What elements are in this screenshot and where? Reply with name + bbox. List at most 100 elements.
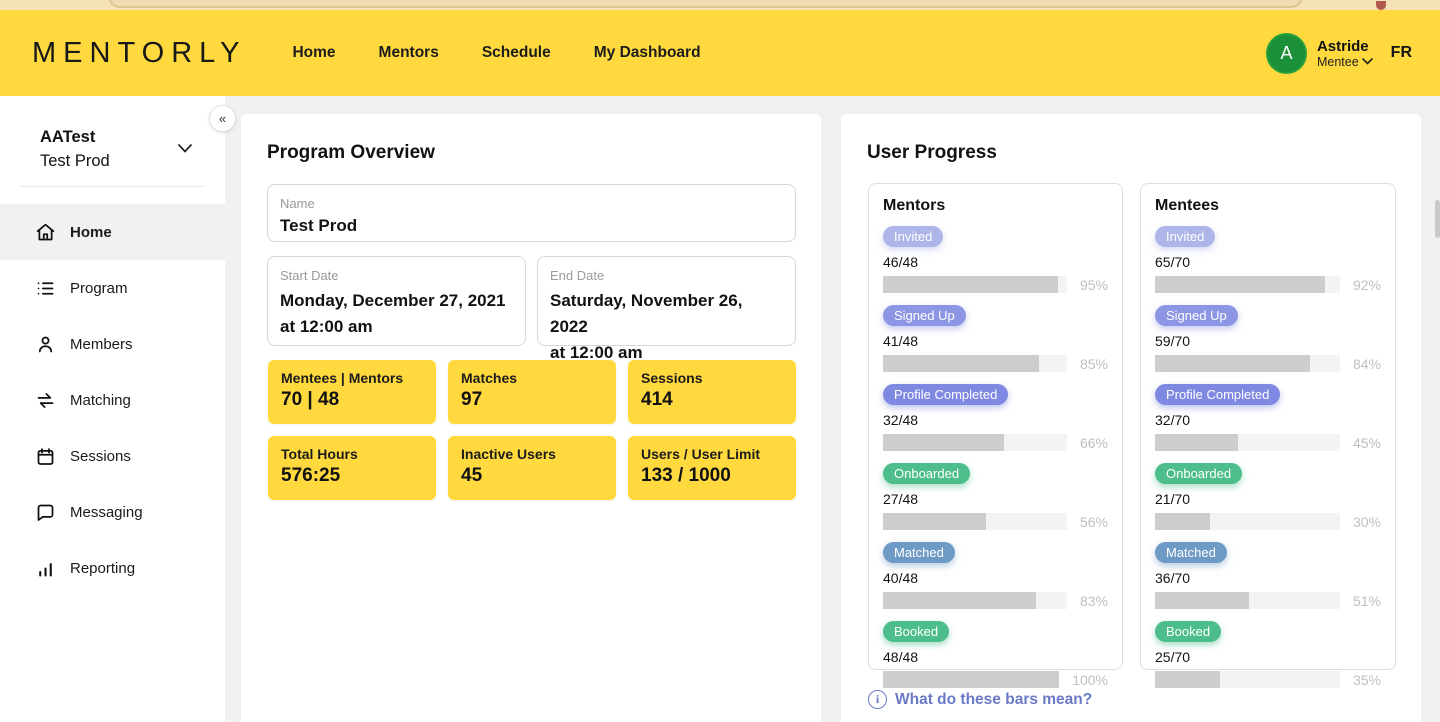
page-scrollbar[interactable] <box>1435 200 1440 238</box>
bars-help-link[interactable]: i What do these bars mean? <box>868 690 1092 709</box>
stat-card-total-hours: Total Hours 576:25 <box>268 436 436 500</box>
sidebar-item-label: Members <box>70 336 133 353</box>
avatar[interactable]: A <box>1266 33 1307 74</box>
status-badge: Invited <box>883 226 943 247</box>
progress-bar-fill <box>883 592 1036 609</box>
sidebar-item-program[interactable]: Program <box>0 260 225 316</box>
nav-link-schedule[interactable]: Schedule <box>482 44 551 62</box>
chevron-down-icon <box>178 144 192 153</box>
progress-bar-fill <box>1155 434 1238 451</box>
progress-row: Profile Completed 32/70 45% <box>1155 384 1381 451</box>
language-toggle[interactable]: FR <box>1391 44 1412 62</box>
stat-value: 70 | 48 <box>281 389 423 411</box>
field-value: Test Prod <box>280 213 783 239</box>
stat-label: Users / User Limit <box>641 446 783 462</box>
role-label: Mentee <box>1317 55 1359 69</box>
sidebar-item-home[interactable]: Home <box>0 204 225 260</box>
sidebar-item-sessions[interactable]: Sessions <box>0 428 225 484</box>
stat-value: 133 / 1000 <box>641 465 783 487</box>
stat-value: 97 <box>461 389 603 411</box>
progress-bar-fill <box>1155 671 1220 688</box>
progress-bar-fill <box>883 276 1058 293</box>
progress-percent: 95% <box>1080 277 1108 293</box>
progress-count: 27/48 <box>883 491 1108 507</box>
mentees-progress-panel: Mentees Invited 65/70 92% Signed Up 59/7… <box>1140 183 1396 670</box>
browser-address-bar[interactable] <box>108 0 1303 8</box>
program-overview-title: Program Overview <box>267 142 435 164</box>
chat-bubble-icon <box>35 502 56 523</box>
program-selector[interactable]: AATest Test Prod <box>40 128 200 171</box>
progress-bar-fill <box>883 355 1039 372</box>
sidebar-item-matching[interactable]: Matching <box>0 372 225 428</box>
progress-row: Onboarded 27/48 56% <box>883 463 1108 530</box>
stat-label: Inactive Users <box>461 446 603 462</box>
info-icon: i <box>868 690 887 709</box>
swap-arrows-icon <box>35 390 56 411</box>
field-label: End Date <box>550 268 783 283</box>
person-icon <box>35 334 56 355</box>
progress-percent: 85% <box>1080 356 1108 372</box>
progress-percent: 83% <box>1080 593 1108 609</box>
progress-bar-fill <box>883 434 1004 451</box>
progress-bar-track <box>883 592 1067 609</box>
sidebar-divider <box>20 186 205 187</box>
sidebar-item-messaging[interactable]: Messaging <box>0 484 225 540</box>
progress-count: 59/70 <box>1155 333 1381 349</box>
progress-count: 65/70 <box>1155 254 1381 270</box>
stat-card-inactive-users: Inactive Users 45 <box>448 436 616 500</box>
browser-extension-icon[interactable] <box>1376 1 1386 10</box>
progress-row: Matched 40/48 83% <box>883 542 1108 609</box>
progress-bar-track <box>1155 355 1340 372</box>
progress-count: 21/70 <box>1155 491 1381 507</box>
program-overview-card: Program Overview Name Test Prod Start Da… <box>241 114 821 722</box>
user-progress-card: User Progress Mentors Invited 46/48 95% … <box>841 114 1421 722</box>
progress-row: Booked 48/48 100% <box>883 621 1108 688</box>
progress-percent: 66% <box>1080 435 1108 451</box>
progress-bar-track <box>1155 434 1340 451</box>
progress-row: Booked 25/70 35% <box>1155 621 1381 688</box>
home-icon <box>35 222 56 243</box>
status-badge: Profile Completed <box>883 384 1008 405</box>
nav-link-mentors[interactable]: Mentors <box>379 44 439 62</box>
field-label: Start Date <box>280 268 513 283</box>
nav-links: Home Mentors Schedule My Dashboard <box>292 44 700 62</box>
sidebar-collapse-button[interactable]: « <box>209 105 236 132</box>
nav-link-my-dashboard[interactable]: My Dashboard <box>594 44 701 62</box>
program-selector-program: Test Prod <box>40 152 200 171</box>
mentorly-logo: MENTORLY <box>32 37 246 70</box>
progress-percent: 51% <box>1353 593 1381 609</box>
progress-count: 46/48 <box>883 254 1108 270</box>
start-date-field: Start Date Monday, December 27, 2021 at … <box>267 256 526 346</box>
progress-bar-fill <box>883 671 1059 688</box>
program-selector-org: AATest <box>40 128 200 147</box>
status-badge: Booked <box>883 621 949 642</box>
progress-row: Invited 65/70 92% <box>1155 226 1381 293</box>
mentors-progress-panel: Mentors Invited 46/48 95% Signed Up 41/4… <box>868 183 1123 670</box>
user-menu: A Astride Mentee FR <box>1266 33 1412 74</box>
role-dropdown[interactable]: Mentee <box>1317 55 1373 69</box>
progress-count: 48/48 <box>883 649 1108 665</box>
progress-row: Invited 46/48 95% <box>883 226 1108 293</box>
panel-title: Mentors <box>883 197 1108 215</box>
progress-percent: 56% <box>1080 514 1108 530</box>
field-label: Name <box>280 196 783 211</box>
progress-bar-track <box>1155 276 1340 293</box>
progress-bar-track <box>883 434 1067 451</box>
progress-bar-fill <box>1155 276 1325 293</box>
status-badge: Signed Up <box>1155 305 1238 326</box>
stat-label: Matches <box>461 370 603 386</box>
progress-count: 25/70 <box>1155 649 1381 665</box>
stat-card-mentees-mentors: Mentees | Mentors 70 | 48 <box>268 360 436 424</box>
progress-bar-track <box>883 513 1067 530</box>
progress-row: Profile Completed 32/48 66% <box>883 384 1108 451</box>
user-progress-title: User Progress <box>867 142 997 164</box>
sidebar-item-members[interactable]: Members <box>0 316 225 372</box>
help-link-label: What do these bars mean? <box>895 691 1092 709</box>
progress-percent: 84% <box>1353 356 1381 372</box>
sidebar-item-label: Sessions <box>70 448 131 465</box>
stat-card-user-limit: Users / User Limit 133 / 1000 <box>628 436 796 500</box>
progress-count: 32/70 <box>1155 412 1381 428</box>
sidebar-item-reporting[interactable]: Reporting <box>0 540 225 596</box>
end-date-line1: Saturday, November 26, 2022 <box>550 288 783 340</box>
nav-link-home[interactable]: Home <box>292 44 335 62</box>
